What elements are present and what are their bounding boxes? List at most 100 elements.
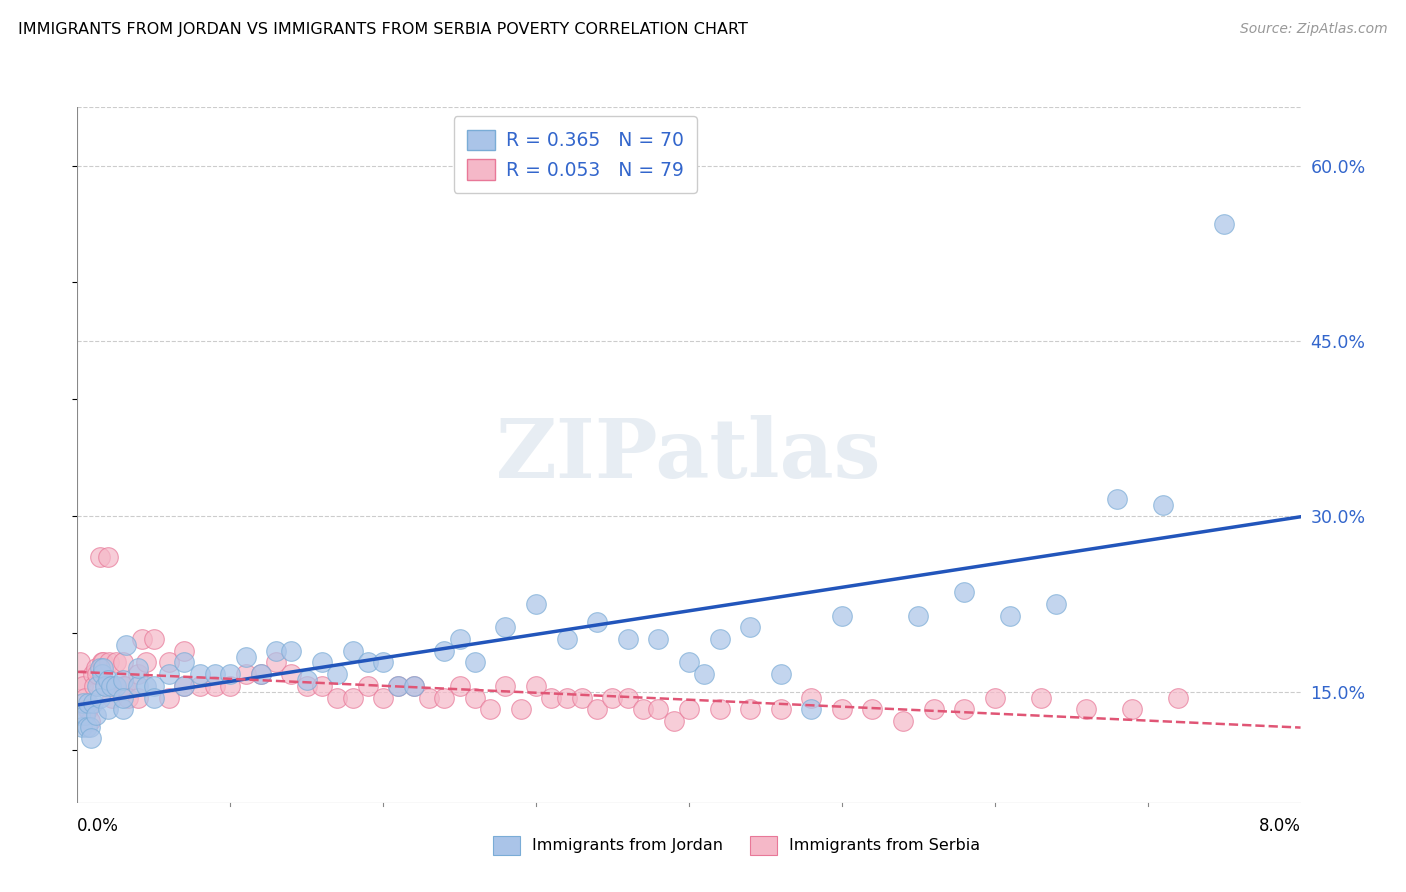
Point [97,550,120,565]
Point [86,679,108,693]
Point [1029,690,1052,705]
Point [173,644,195,658]
Point [295,673,318,687]
Point [82,667,104,681]
Text: 8.0%: 8.0% [1258,817,1301,835]
Point [219,679,242,693]
Point [311,656,333,670]
Point [449,679,471,693]
Point [69,708,91,723]
Point [82,697,104,711]
Point [91,661,114,675]
Point [1213,217,1236,231]
Point [555,690,578,705]
Point [387,679,409,693]
Point [69,656,91,670]
Point [617,632,640,646]
Point [693,667,716,681]
Point [104,656,127,670]
Point [647,632,669,646]
Point [479,702,502,716]
Point [311,679,333,693]
Point [1045,597,1067,611]
Point [647,702,669,716]
Point [524,597,547,611]
Point [80,731,103,746]
Point [157,656,180,670]
Point [112,679,135,693]
Point [617,690,640,705]
Point [100,679,122,693]
Point [128,679,150,693]
Point [90,667,112,681]
Point [76,702,98,716]
Point [250,667,273,681]
Point [204,667,226,681]
Point [295,679,318,693]
FancyBboxPatch shape [751,836,778,855]
Point [157,667,180,681]
Point [464,690,486,705]
Point [891,714,914,728]
Point [769,702,792,716]
Point [89,661,111,675]
Point [998,608,1021,623]
Point [433,690,456,705]
Text: Immigrants from Serbia: Immigrants from Serbia [789,838,980,853]
Point [662,714,685,728]
Point [100,679,122,693]
Point [264,644,287,658]
Point [371,656,394,670]
Point [1076,702,1098,716]
Point [97,702,120,716]
Point [709,632,731,646]
Point [235,649,257,664]
Point [326,690,349,705]
Point [402,679,425,693]
Point [86,667,108,681]
Point [602,690,624,705]
Point [84,708,107,723]
Point [800,690,823,705]
Point [128,667,150,681]
Point [678,656,700,670]
Point [235,667,257,681]
Point [135,679,157,693]
Point [72,697,94,711]
Point [1107,491,1129,506]
Point [1121,702,1143,716]
Point [342,644,364,658]
Point [72,679,94,693]
Point [76,720,98,734]
Point [326,667,349,681]
Point [387,679,409,693]
Point [173,679,195,693]
Legend: R = 0.365   N = 70, R = 0.053   N = 79: R = 0.365 N = 70, R = 0.053 N = 79 [454,117,697,193]
Point [117,690,139,705]
Point [73,708,96,723]
Point [90,656,112,670]
Point [114,679,136,693]
Point [509,702,531,716]
Point [953,702,976,716]
Point [449,632,471,646]
Point [862,702,884,716]
Point [98,656,121,670]
Point [128,661,150,675]
Point [433,644,456,658]
Point [142,679,165,693]
Point [94,679,117,693]
Point [571,690,593,705]
Point [586,702,609,716]
Point [128,690,150,705]
Point [73,690,96,705]
FancyBboxPatch shape [494,836,520,855]
Point [357,679,380,693]
Point [104,679,127,693]
Point [115,638,138,652]
Point [79,720,101,734]
Point [769,667,792,681]
Point [709,702,731,716]
Point [831,608,853,623]
Point [142,632,165,646]
